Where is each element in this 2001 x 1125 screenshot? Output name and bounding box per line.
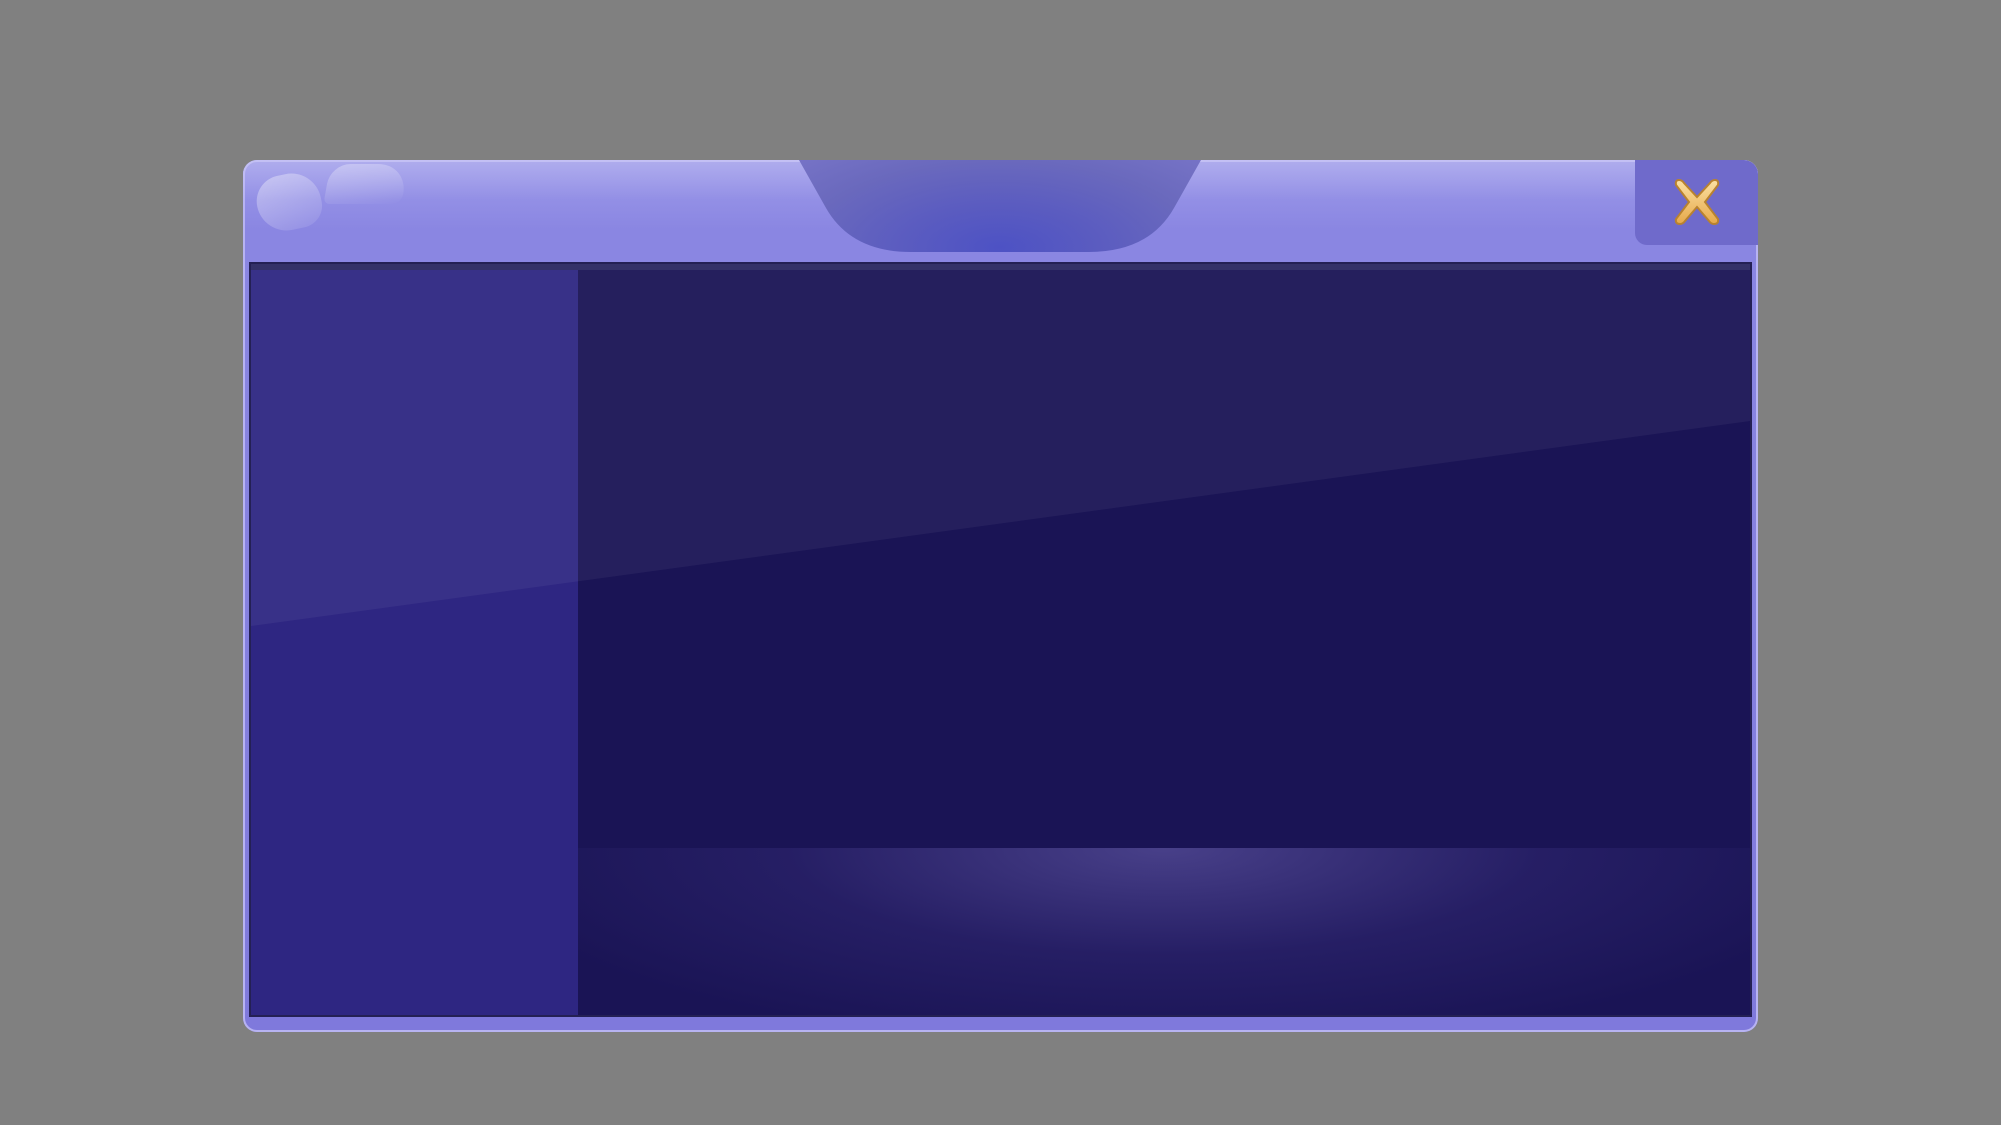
dialog-window [243,160,1758,1032]
sidebar-panel [251,270,578,1015]
header-gloss-highlight-secondary [323,164,409,204]
content-frame [249,262,1752,1017]
bottom-bar [578,848,1750,1015]
header-gloss-highlight [251,167,327,237]
content-top-strip [251,264,1750,270]
title-notch [799,160,1201,252]
close-button[interactable] [1635,160,1758,245]
close-x-icon [1674,178,1720,226]
